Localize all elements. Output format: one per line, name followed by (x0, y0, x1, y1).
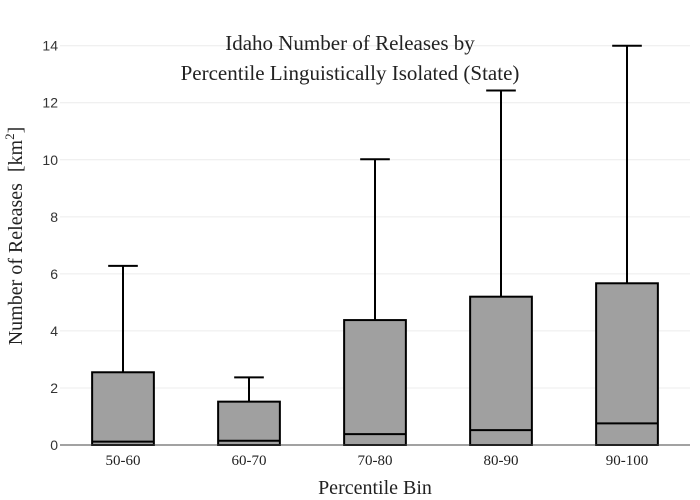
box-layer (91, 44, 659, 447)
iqr-box (217, 400, 281, 446)
tick-layer: 0 2 4 6 8 10 12 14 50-60 60-70 70-80 80-90 90-100 (42, 38, 648, 469)
x-tick-label: 80-90 (484, 453, 519, 469)
y-axis-label-unit: [km (5, 139, 27, 172)
x-tick-label: 50-60 (106, 453, 141, 469)
y-axis-label-text: Number of Releases (5, 183, 27, 345)
chart-title-line-1: Idaho Number of Releases by (225, 31, 475, 55)
y-tick-label: 6 (50, 266, 58, 282)
y-tick-label: 4 (50, 323, 58, 339)
y-axis-label: Number of Releases [km2] (2, 127, 27, 346)
x-tick-label: 70-80 (358, 453, 393, 469)
box-80-90 (469, 89, 533, 447)
y-axis-label-unit-close: ] (5, 127, 27, 134)
iqr-box (343, 319, 407, 446)
x-axis-label: Percentile Bin (318, 477, 432, 499)
box-60-70 (217, 376, 281, 446)
iqr-box (469, 295, 533, 447)
iqr-box (595, 282, 659, 446)
y-tick-label: 10 (42, 152, 58, 168)
y-tick-label: 2 (50, 380, 58, 396)
iqr-box (91, 371, 155, 446)
chart-title-line-2: Percentile Linguistically Isolated (Stat… (181, 61, 520, 85)
y-tick-label: 0 (50, 437, 58, 453)
y-axis-label-unit-superscript: 2 (2, 133, 17, 140)
y-tick-label: 12 (42, 95, 58, 111)
y-tick-label: 8 (50, 209, 58, 225)
box-70-80 (343, 158, 407, 446)
y-tick-label: 14 (42, 38, 58, 54)
x-tick-label: 60-70 (232, 453, 267, 469)
box-50-60 (91, 264, 155, 446)
box-90-100 (595, 44, 659, 446)
x-tick-label: 90-100 (606, 453, 649, 469)
